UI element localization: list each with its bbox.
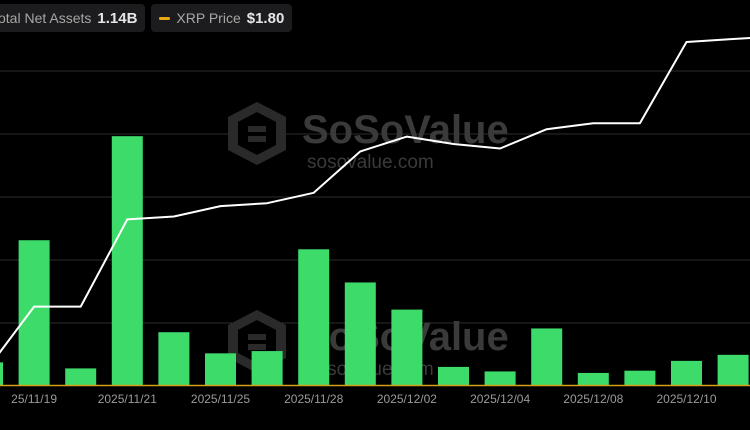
- x-tick-label: 2025/11/28: [284, 392, 343, 406]
- bar[interactable]: [344, 282, 376, 385]
- bar[interactable]: [577, 372, 609, 385]
- total-net-assets-label: otal Net Assets: [0, 10, 92, 26]
- sosovalue-logo-icon: [228, 102, 286, 165]
- x-tick-label: 2025/12/02: [377, 392, 437, 406]
- bar-series: [0, 136, 749, 385]
- watermark-top: SoSoValue sosovalue.com: [228, 102, 509, 173]
- x-tick-label: 2025/12/08: [563, 392, 623, 406]
- xrp-price-label: XRP Price: [176, 10, 241, 26]
- x-axis-tick-labels: 25/11/19 2025/11/21 2025/11/25 2025/11/28 20…: [11, 392, 717, 406]
- watermark-brand: SoSoValue: [302, 108, 509, 152]
- watermark-url: sosovalue.com: [307, 152, 434, 173]
- bar[interactable]: [391, 309, 423, 385]
- total-net-assets-value: 1.14B: [97, 9, 138, 27]
- x-tick-label: 2025/12/04: [470, 392, 530, 406]
- xrp-price-value: $1.80: [246, 9, 285, 27]
- bar[interactable]: [438, 366, 469, 385]
- bar[interactable]: [65, 368, 97, 385]
- bar[interactable]: [251, 351, 283, 385]
- legend: otal Net Assets 1.14B XRP Price $1.80: [0, 4, 293, 32]
- xrp-price-chip[interactable]: XRP Price $1.80: [151, 4, 293, 32]
- x-tick-label: 2025/12/10: [656, 392, 716, 406]
- bar[interactable]: [205, 353, 236, 385]
- price-line[interactable]: [0, 36, 750, 369]
- bar[interactable]: [624, 370, 656, 385]
- price-line-series: [0, 36, 750, 369]
- x-tick-label: 2025/11/21: [98, 392, 157, 406]
- price-line-swatch: [159, 16, 171, 20]
- bar[interactable]: [531, 328, 563, 385]
- bar[interactable]: [717, 354, 749, 385]
- bar[interactable]: [484, 371, 516, 385]
- total-net-assets-chip[interactable]: otal Net Assets 1.14B: [0, 4, 146, 32]
- bar[interactable]: [0, 362, 3, 385]
- bar[interactable]: [111, 136, 143, 385]
- bar[interactable]: [298, 249, 330, 385]
- x-tick-label: 2025/11/25: [191, 392, 250, 406]
- bar[interactable]: [671, 360, 702, 385]
- x-tick-label: 25/11/19: [11, 392, 57, 406]
- bar[interactable]: [18, 240, 50, 385]
- bar[interactable]: [158, 332, 190, 385]
